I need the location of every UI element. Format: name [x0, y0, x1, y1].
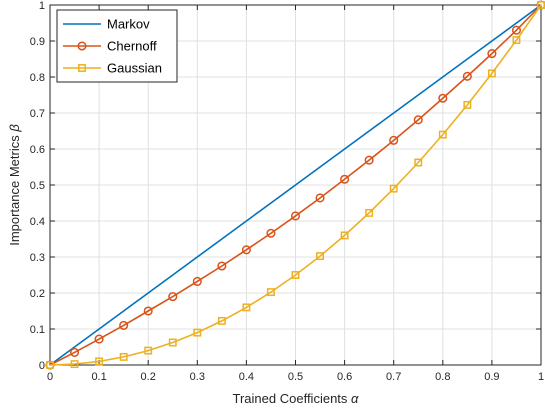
gaussian-point — [168, 338, 177, 347]
chernoff-point — [340, 174, 350, 184]
chernoff-point — [119, 320, 129, 330]
y-tick-label: 0.6 — [30, 144, 45, 156]
chernoff-point — [462, 71, 472, 81]
chernoff-point — [438, 93, 448, 103]
gaussian-point — [46, 361, 54, 369]
y-tick-label: 0.5 — [30, 180, 45, 192]
chernoff-point — [70, 347, 80, 357]
legend-marker-chernoff — [77, 41, 87, 51]
x-tick-label: 0 — [47, 371, 53, 383]
y-axis-label: Importance Metrics β — [7, 124, 22, 246]
chernoff-point — [217, 261, 227, 271]
chernoff-line — [49, 4, 542, 366]
x-tick-label: 0.5 — [288, 371, 303, 383]
gaussian-line — [49, 4, 542, 366]
series-layer — [45, 0, 545, 370]
x-tick-label: 0.2 — [141, 371, 156, 383]
gaussian-point — [537, 1, 545, 9]
chernoff-point — [511, 25, 522, 35]
chernoff-point — [487, 49, 497, 59]
x-tick-label: 0.9 — [484, 371, 499, 383]
gaussian-point — [193, 328, 202, 337]
gaussian-point — [242, 303, 251, 312]
legend: Markov Chernoff Gaussian — [56, 9, 178, 83]
y-tick-label: 0.2 — [30, 288, 45, 300]
legend-label-gaussian: Gaussian — [107, 61, 162, 76]
y-tick-label: 0 — [39, 360, 45, 372]
gaussian-point — [438, 130, 447, 139]
gaussian-point — [487, 69, 496, 78]
gaussian-point — [340, 231, 349, 240]
legend-label-markov: Markov — [107, 17, 150, 32]
y-tick-label: 1 — [39, 0, 45, 12]
legend-item-chernoff: Chernoff — [63, 39, 157, 54]
x-tick-labels: 0 0.1 0.2 0.3 0.4 0.5 0.6 0.7 0.8 0.9 1 — [47, 371, 544, 383]
x-tick-label: 0.3 — [190, 371, 205, 383]
gaussian-point — [217, 316, 226, 325]
legend-label-chernoff: Chernoff — [107, 39, 157, 54]
chernoff-point — [290, 211, 301, 221]
chernoff-point — [94, 334, 104, 344]
gaussian-point — [267, 288, 275, 297]
x-axis-label: Trained Coefficients α — [233, 391, 360, 406]
gaussian-point — [119, 352, 128, 361]
series-gaussian — [46, 1, 545, 369]
chernoff-point — [241, 245, 251, 255]
chernoff-point — [364, 155, 374, 165]
x-tick-label: 0.8 — [435, 371, 450, 383]
y-tick-label: 0.4 — [30, 216, 45, 228]
chernoff-point — [192, 276, 202, 287]
y-tick-label: 0.8 — [30, 72, 45, 84]
gaussian-point — [144, 346, 153, 355]
gaussian-point — [95, 357, 104, 366]
x-tick-label: 0.4 — [239, 371, 254, 383]
y-tick-label: 0.3 — [30, 252, 45, 264]
x-tick-label: 0.1 — [91, 371, 106, 383]
y-tick-label: 0.7 — [30, 108, 45, 120]
gaussian-point — [70, 360, 79, 369]
legend-marker-gaussian — [78, 64, 86, 72]
chernoff-point — [266, 228, 276, 238]
x-tick-label: 0.6 — [337, 371, 352, 383]
y-tick-labels: 0 0.1 0.2 0.3 0.4 0.5 0.6 0.7 0.8 0.9 1 — [30, 0, 45, 372]
markov-line — [49, 4, 542, 366]
chernoff-point — [389, 135, 399, 145]
x-tick-label: 1 — [538, 371, 544, 383]
legend-item-markov: Markov — [63, 17, 150, 32]
chernoff-point — [413, 115, 423, 125]
y-tick-label: 0.9 — [30, 36, 45, 48]
gaussian-point — [389, 184, 398, 193]
gaussian-point — [463, 100, 472, 109]
x-tick-label: 0.7 — [386, 371, 401, 383]
gaussian-point — [291, 271, 300, 279]
chernoff-point — [168, 292, 178, 302]
gaussian-point — [316, 252, 325, 261]
gaussian-point — [365, 208, 374, 217]
gaussian-point — [414, 158, 423, 167]
gaussian-point — [512, 36, 521, 45]
chernoff-point — [315, 193, 325, 203]
y-tick-label: 0.1 — [30, 324, 45, 336]
legend-item-gaussian: Gaussian — [63, 61, 162, 76]
chernoff-point — [143, 306, 153, 316]
series-markov — [49, 4, 542, 366]
